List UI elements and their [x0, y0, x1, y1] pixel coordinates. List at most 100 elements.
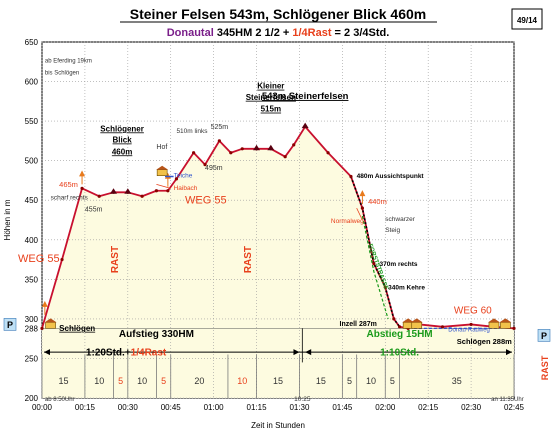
summit-marker: [110, 188, 118, 194]
chart-annotation: 510m links: [176, 128, 208, 135]
profile-point: [512, 326, 516, 330]
y-tick-label: 400: [25, 236, 39, 245]
chart-annotation: 515m: [261, 105, 281, 114]
rast-label: RAST: [243, 246, 254, 273]
haibach-pointer: [156, 184, 171, 189]
chart-annotation: 340m Kehre: [388, 285, 425, 292]
segment-duration-label: 5: [347, 376, 352, 386]
profile-point: [80, 186, 84, 190]
chart-annotation: 440m: [368, 197, 387, 206]
chart-annotation: scharf rechts: [51, 194, 89, 201]
chart-annotation: 525m: [211, 124, 229, 131]
y-tick-label: 450: [25, 196, 39, 205]
profile-point: [229, 151, 233, 155]
arrow-mid-in: [293, 349, 300, 356]
parking-letter: P: [541, 331, 547, 341]
house-roof-icon: [487, 318, 500, 323]
x-tick-label: 00:00: [32, 403, 53, 412]
profile-point: [174, 177, 179, 181]
x-tick-label: 02:45: [504, 403, 525, 412]
chart-annotation: 543m Steinerfelsen: [262, 91, 349, 102]
chart-title: Steiner Felsen 543m, Schlögener Blick 46…: [130, 6, 426, 22]
chart-annotation: Normalweg: [331, 218, 364, 225]
house-icon: [156, 169, 168, 176]
route-number-box: [511, 8, 543, 30]
chart-subtitle: Donautal 345HM 2 1/2 + 1/4Rast = 2 3/4St…: [167, 27, 390, 39]
chart-annotation: 10:25: [294, 396, 311, 403]
chart-annotation: 1:10Std.: [380, 347, 419, 358]
segment-duration-label: 5: [118, 376, 123, 386]
chart-annotation: WEG 55: [185, 194, 227, 206]
arrow-mid-out: [305, 349, 312, 356]
segment-duration-label: 5: [390, 376, 395, 386]
profile-point: [292, 143, 296, 147]
x-tick-label: 01:30: [289, 403, 310, 412]
chart-annotation: Aufstieg 330HM: [119, 329, 194, 340]
x-tick-label: 01:45: [332, 403, 353, 412]
segment-duration-label: 10: [366, 376, 376, 386]
y-tick-label: 550: [25, 117, 39, 126]
y-tick-label: 250: [25, 354, 39, 363]
elevation-fill: [42, 126, 514, 398]
y-tick-label: 600: [25, 78, 39, 87]
y-axis-title: Höhen in m: [3, 199, 12, 240]
parking-badge: [537, 329, 551, 342]
arrow-right-end: [506, 349, 512, 356]
y-tick-label: 350: [25, 275, 39, 284]
profile-point: [283, 155, 287, 159]
rast-label: RAST: [110, 246, 121, 273]
x-tick-label: 00:30: [118, 403, 139, 412]
house-roof-icon: [156, 165, 169, 170]
chart-annotation: Inzell 287m: [340, 321, 377, 328]
profile-point: [392, 317, 396, 321]
chart-annotation: 455m: [85, 206, 103, 213]
profile-point: [469, 322, 473, 327]
summit-marker: [301, 122, 309, 129]
chart-annotation: Haibach: [174, 185, 198, 192]
chart-annotation: Donau-Radweg: [448, 328, 490, 334]
chart-annotation: Blick: [113, 135, 133, 144]
chart-annotation: WEG 60: [454, 305, 492, 316]
subtitle-rest: 1/4Rast: [292, 27, 331, 39]
x-axis-title: Zeit in Stunden: [251, 421, 305, 430]
house-roof-icon: [499, 318, 512, 323]
signpost-arrow-icon: [41, 300, 48, 307]
chart-annotation: Steinerfelsen: [246, 93, 296, 102]
segment-duration-label: 15: [316, 376, 326, 386]
signpost-arrow-icon: [79, 170, 86, 177]
chart-annotation: Schlögen 288m: [457, 337, 512, 346]
profile-point: [240, 147, 244, 151]
subtitle-region: Donautal: [167, 27, 214, 39]
profile-point: [97, 194, 101, 198]
x-tick-label: 02:00: [375, 403, 396, 412]
subtitle-total: = 2 3/4Std.: [332, 27, 390, 39]
profile-point: [166, 189, 170, 193]
house-icon: [411, 322, 423, 329]
x-tick-label: 02:30: [461, 403, 482, 412]
profile-point: [372, 261, 376, 266]
profile-point: [383, 285, 387, 289]
segment-duration-label: 10: [94, 376, 104, 386]
profile-point: [40, 326, 44, 330]
chart-annotation: bis Schlögen: [45, 70, 79, 76]
chart-annotation: 480m Aussichtspunkt: [357, 173, 425, 180]
y-tick-label: 500: [25, 157, 39, 166]
house-icon: [45, 322, 56, 329]
profile-point: [217, 139, 221, 143]
segment-duration-label: 15: [58, 376, 68, 386]
profile-point: [203, 163, 207, 167]
house-icon: [500, 322, 511, 329]
chart-annotation: 370m rechts: [380, 261, 418, 268]
profile-point: [140, 194, 144, 198]
profile-point: [349, 174, 353, 179]
y-tick-label: 300: [25, 315, 39, 324]
chart-annotation: Schlögen: [59, 324, 95, 333]
profile-point: [326, 151, 330, 155]
rast-right-label: RAST: [540, 355, 550, 380]
normalweg-pointer: [356, 207, 363, 221]
x-tick-label: 01:15: [247, 403, 268, 412]
chart-annotation: Hof: [156, 144, 167, 151]
chart-annotation: 465m: [59, 180, 78, 189]
chart-annotation: 1/4Rast: [131, 347, 167, 358]
